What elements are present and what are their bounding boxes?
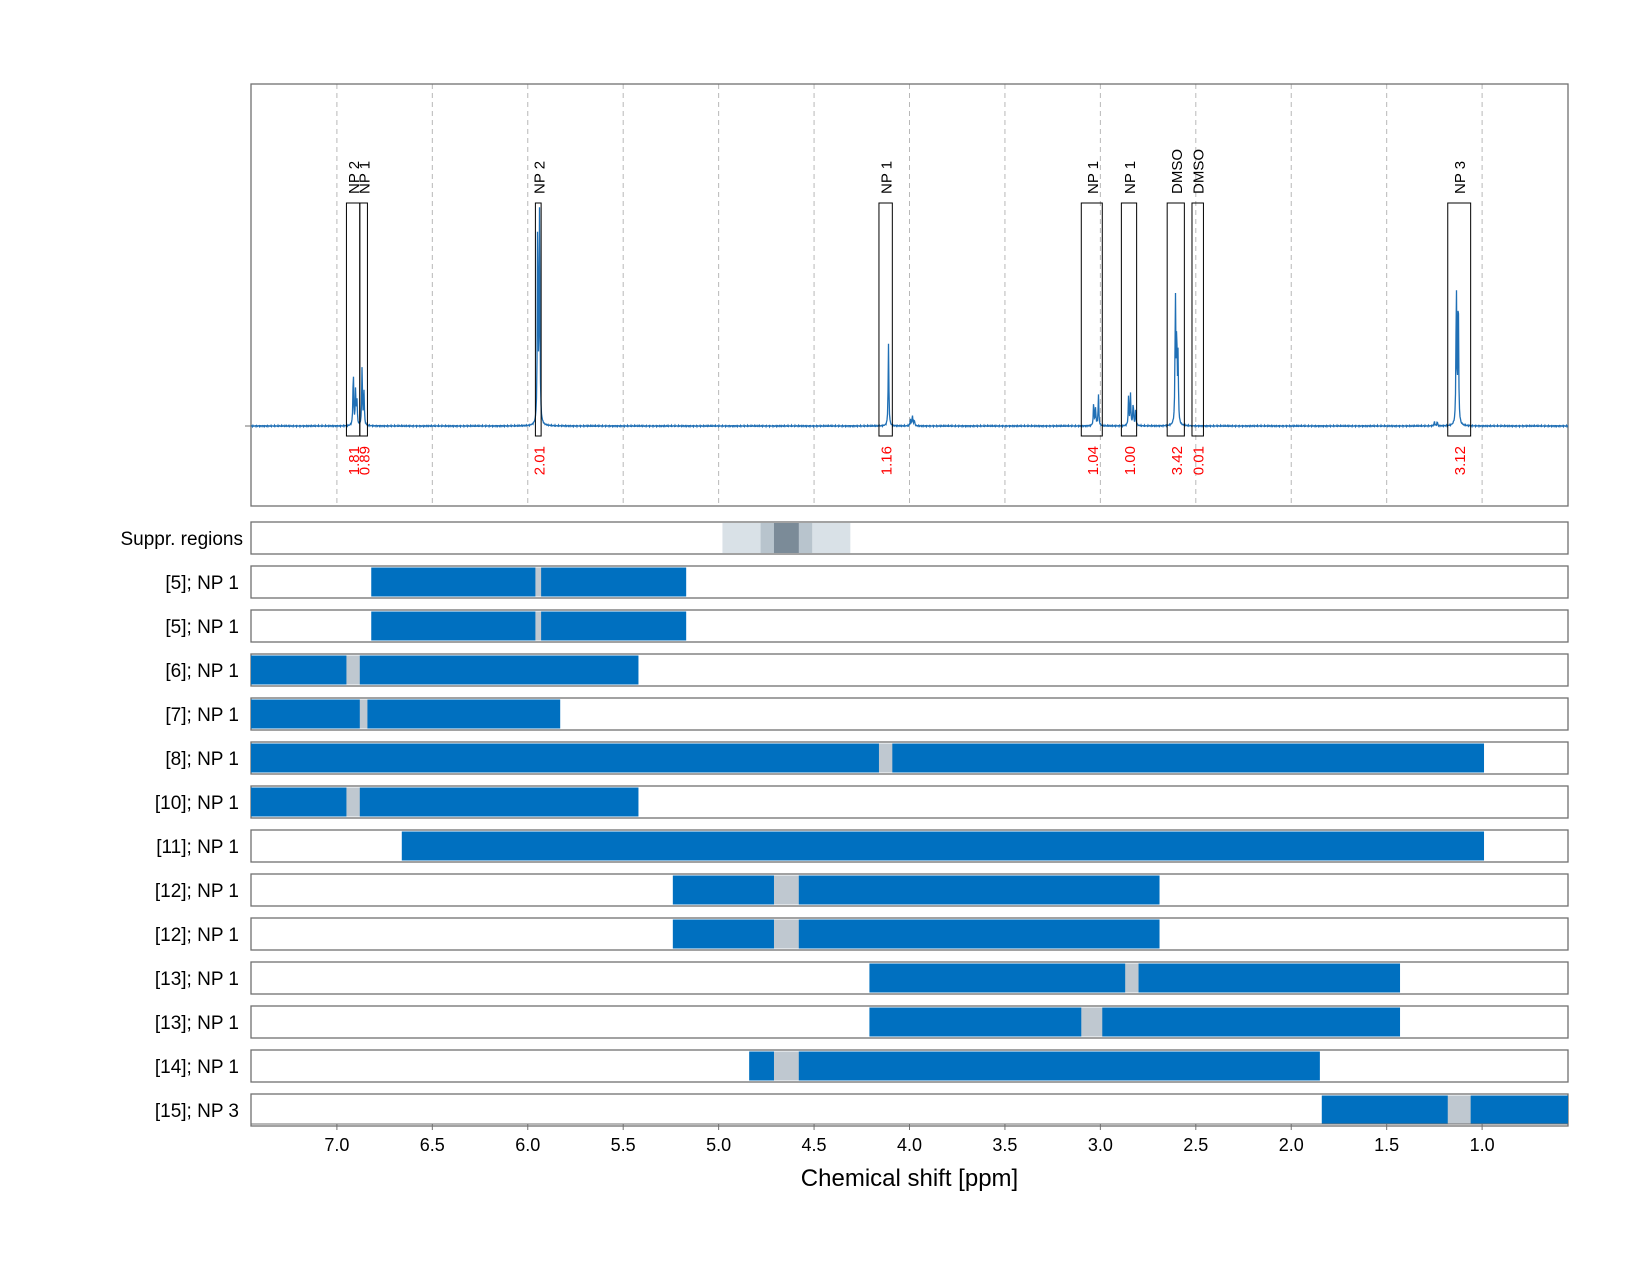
- x-tick-label: 1.0: [1470, 1135, 1495, 1155]
- x-tick-label: 3.5: [992, 1135, 1017, 1155]
- row-label: [12]; NP 1: [155, 925, 239, 946]
- x-tick-label: 3.0: [1088, 1135, 1113, 1155]
- x-tick-label: 7.0: [324, 1135, 349, 1155]
- peak-label: DMSO: [1191, 149, 1208, 194]
- integral-value: 3.42: [1169, 446, 1186, 475]
- x-tick-label: 2.5: [1183, 1135, 1208, 1155]
- spectrum-frame: [250, 83, 1569, 507]
- peak-region-box: [1191, 202, 1204, 437]
- row-bar: [869, 1007, 1401, 1037]
- peak-label: NP 1: [1085, 161, 1102, 194]
- row-label: [14]; NP 1: [155, 1057, 239, 1078]
- row-gap: [773, 919, 799, 949]
- row-bar: [749, 1051, 1320, 1081]
- peak-label: NP 2: [531, 161, 548, 194]
- row-label: [8]; NP 1: [165, 749, 239, 770]
- row-label: [5]; NP 1: [165, 617, 239, 638]
- peak-region-box: [1080, 202, 1103, 437]
- x-tick-label: 5.0: [706, 1135, 731, 1155]
- row-label: [6]; NP 1: [165, 661, 239, 682]
- row-gap: [1081, 1007, 1103, 1037]
- peak-label: DMSO: [1169, 149, 1186, 194]
- integral-value: 0.01: [1191, 446, 1208, 475]
- row-gap: [773, 875, 799, 905]
- grid-layer: [336, 84, 1483, 506]
- row-gap: [359, 699, 368, 729]
- x-tick-label: 4.5: [802, 1135, 827, 1155]
- x-tick-label: 5.5: [611, 1135, 636, 1155]
- row-label: [15]; NP 3: [155, 1101, 239, 1122]
- x-tick-label: 4.0: [897, 1135, 922, 1155]
- integral-value: 1.04: [1085, 446, 1102, 475]
- row-gap: [346, 787, 360, 817]
- row-gap: [1125, 963, 1139, 993]
- row-gap: [535, 611, 542, 641]
- row-gap: [346, 655, 360, 685]
- peak-region-box: [534, 202, 542, 437]
- row-gap: [1447, 1095, 1471, 1125]
- row-bar: [371, 611, 687, 641]
- row-label: [5]; NP 1: [165, 573, 239, 594]
- row-label: [13]; NP 1: [155, 969, 239, 990]
- row-bar: [251, 655, 639, 685]
- row-bar: [1321, 1095, 1568, 1125]
- row-gap: [773, 1051, 799, 1081]
- row-bar: [401, 831, 1485, 861]
- peak-label: NP 2: [346, 161, 363, 194]
- row-gap: [878, 743, 893, 773]
- peak-region-box: [878, 202, 893, 437]
- spectrum-line: [250, 207, 1569, 429]
- peak-region-box: [359, 202, 368, 437]
- row-bar: [371, 567, 687, 597]
- spectrum-panel: NP 2 1.81 NP 1 0.89 NP 2 2.01 NP 1 1.16 NP 1 1.04…: [245, 83, 1569, 507]
- x-axis-title: Chemical shift [ppm]: [801, 1165, 1018, 1192]
- integral-value: 1.00: [1122, 446, 1139, 475]
- row-label: [11]; NP 1: [156, 837, 239, 858]
- row-label: [12]; NP 1: [155, 881, 239, 902]
- row-bar: [672, 875, 1160, 905]
- row-label: [7]; NP 1: [165, 705, 239, 726]
- suppression-row-frame: [250, 521, 1569, 555]
- region-rows: Suppr. regions [5]; NP 1 [5]; NP 1 [6]; NP …: [120, 521, 1569, 1127]
- integral-value: 0.89: [357, 446, 374, 475]
- peak-label: NP 1: [879, 161, 896, 194]
- row-gap: [535, 567, 542, 597]
- row-bar: [251, 787, 639, 817]
- integral-value: 1.81: [346, 446, 363, 475]
- x-axis: Chemical shift [ppm] 7.0 6.5 6.0 5.5 5.0 4.5 4…: [251, 1123, 1568, 1192]
- row-bar: [672, 919, 1160, 949]
- x-tick-label: 6.0: [515, 1135, 540, 1155]
- suppression-row-label: Suppr. regions: [120, 529, 243, 550]
- row-label: [13]; NP 1: [155, 1013, 239, 1034]
- peak-region-box: [1120, 202, 1138, 437]
- row-bar: [251, 699, 561, 729]
- peak-label: NP 1: [1122, 161, 1139, 194]
- x-tick-label: 2.0: [1279, 1135, 1304, 1155]
- x-tick-label: 1.5: [1374, 1135, 1399, 1155]
- x-tick-label: 6.5: [420, 1135, 445, 1155]
- integral-value: 3.12: [1452, 446, 1469, 475]
- peak-region-box: [1166, 202, 1185, 437]
- peak-label: NP 1: [357, 161, 374, 194]
- peak-label: NP 3: [1452, 161, 1469, 194]
- row-label: [10]; NP 1: [155, 793, 239, 814]
- peak-region-box: [1447, 202, 1472, 437]
- integral-value: 2.01: [531, 446, 548, 475]
- integral-value: 1.16: [879, 446, 896, 475]
- suppression-region: [773, 523, 799, 553]
- row-bar: [251, 743, 1485, 773]
